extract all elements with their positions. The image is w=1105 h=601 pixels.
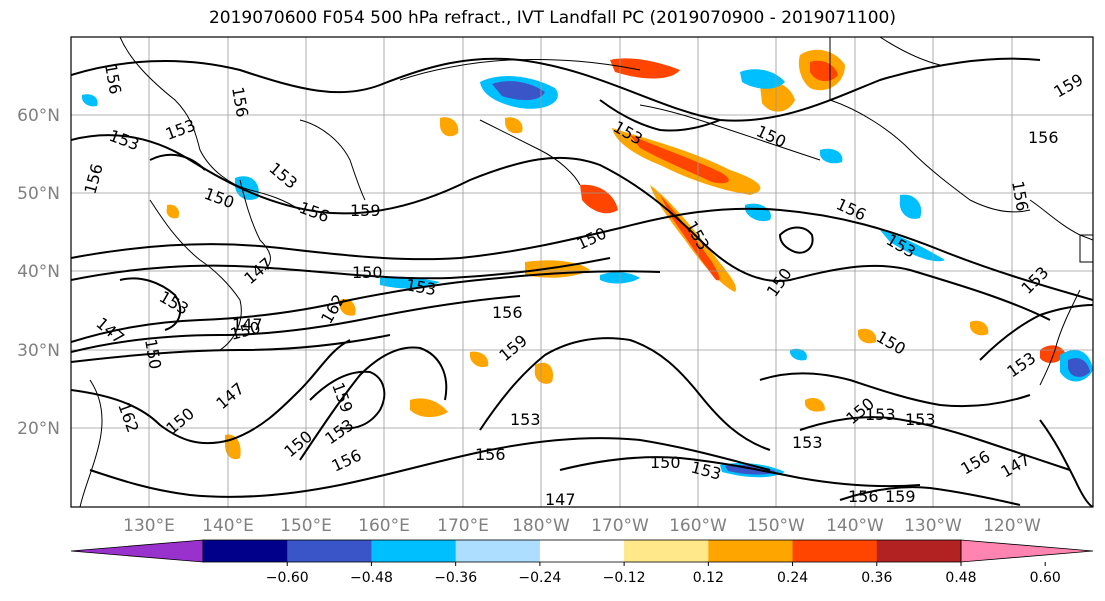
colorbar-segment bbox=[876, 540, 962, 562]
contour-label: 153 bbox=[905, 410, 936, 429]
lon-label-150w: 150°W bbox=[747, 516, 805, 536]
contour-label: 150 bbox=[352, 263, 383, 282]
lon-label-160w: 160°W bbox=[669, 516, 727, 536]
lon-label-120w: 120°W bbox=[983, 516, 1041, 536]
lat-label-40n: 40°N bbox=[17, 262, 60, 282]
contour-label: 147 bbox=[232, 315, 263, 334]
latitude-labels: 60°N 50°N 40°N 30°N 20°N bbox=[17, 106, 60, 439]
lon-label-170e: 170°E bbox=[437, 516, 489, 536]
contour-label: 147 bbox=[545, 490, 576, 509]
lon-label-130w: 130°W bbox=[904, 516, 962, 536]
lat-label-60n: 60°N bbox=[17, 106, 60, 126]
colorbar-segment bbox=[203, 540, 288, 562]
colorbar-tick-label: −0.60 bbox=[266, 570, 309, 586]
longitude-labels: 130°E 140°E 150°E 160°E 170°E 180°W 170°… bbox=[123, 516, 1041, 536]
contour-label: 156 bbox=[1028, 128, 1059, 147]
lat-label-30n: 30°N bbox=[17, 341, 60, 361]
map-gridlines bbox=[71, 37, 1093, 507]
lon-label-180w: 180°W bbox=[512, 516, 570, 536]
coastlines bbox=[79, 37, 1093, 507]
colorbar: −0.60 −0.48 −0.36 −0.24 −0.12 0.12 0.24 0.36 0.4… bbox=[70, 539, 1094, 586]
lon-label-150e: 150°E bbox=[280, 516, 332, 536]
colorbar-segment bbox=[624, 540, 709, 562]
colorbar-tick-label: 0.24 bbox=[777, 570, 808, 586]
contour-label: 156 bbox=[848, 487, 879, 506]
contour-label: 150 bbox=[650, 453, 681, 472]
lat-label-50n: 50°N bbox=[17, 184, 60, 204]
map-panel: 156 153 153 156 156 153 150 159 156 153 … bbox=[71, 37, 1093, 509]
colorbar-frame bbox=[202, 539, 962, 563]
lon-label-140w: 140°W bbox=[826, 516, 884, 536]
lat-label-20n: 20°N bbox=[17, 419, 60, 439]
map-frame bbox=[70, 36, 1094, 508]
lon-label-140e: 140°E bbox=[202, 516, 254, 536]
contour-label: 153 bbox=[510, 410, 541, 429]
contour-label: 153 bbox=[792, 433, 823, 452]
contour-label: 156 bbox=[475, 445, 506, 464]
figure-title: 2019070600 F054 500 hPa refract., IVT La… bbox=[208, 8, 896, 28]
height-contours bbox=[71, 57, 1093, 507]
contour-label: 159 bbox=[350, 201, 381, 220]
colorbar-tick-label: 0.60 bbox=[1030, 570, 1061, 586]
colorbar-extend-min bbox=[70, 539, 204, 563]
colorbar-segments bbox=[70, 539, 1094, 563]
colorbar-tick-label: −0.36 bbox=[434, 570, 477, 586]
contour-label: 159 bbox=[885, 487, 916, 506]
colorbar-segment bbox=[708, 540, 794, 562]
lon-label-160e: 160°E bbox=[358, 516, 410, 536]
colorbar-segment bbox=[792, 540, 878, 562]
colorbar-extend-max bbox=[960, 539, 1094, 563]
colorbar-segment bbox=[455, 540, 541, 562]
lon-label-170w: 170°W bbox=[591, 516, 649, 536]
contour-label: 156 bbox=[492, 303, 523, 322]
colorbar-segment bbox=[539, 540, 625, 562]
colorbar-tick-label: −0.12 bbox=[603, 570, 646, 586]
colorbar-tick-label: −0.48 bbox=[350, 570, 393, 586]
colorbar-tick-label: 0.36 bbox=[861, 570, 892, 586]
colorbar-tick-label: 0.12 bbox=[693, 570, 724, 586]
colorbar-tick-label: −0.24 bbox=[518, 570, 561, 586]
colorbar-ticks: −0.60 −0.48 −0.36 −0.24 −0.12 0.12 0.24 0.36 0.4… bbox=[266, 562, 1061, 586]
contour-label: 153 bbox=[865, 405, 896, 424]
colorbar-segment bbox=[287, 540, 372, 562]
colorbar-tick-label: 0.48 bbox=[945, 570, 976, 586]
lon-label-130e: 130°E bbox=[123, 516, 175, 536]
colorbar-segment bbox=[371, 540, 457, 562]
